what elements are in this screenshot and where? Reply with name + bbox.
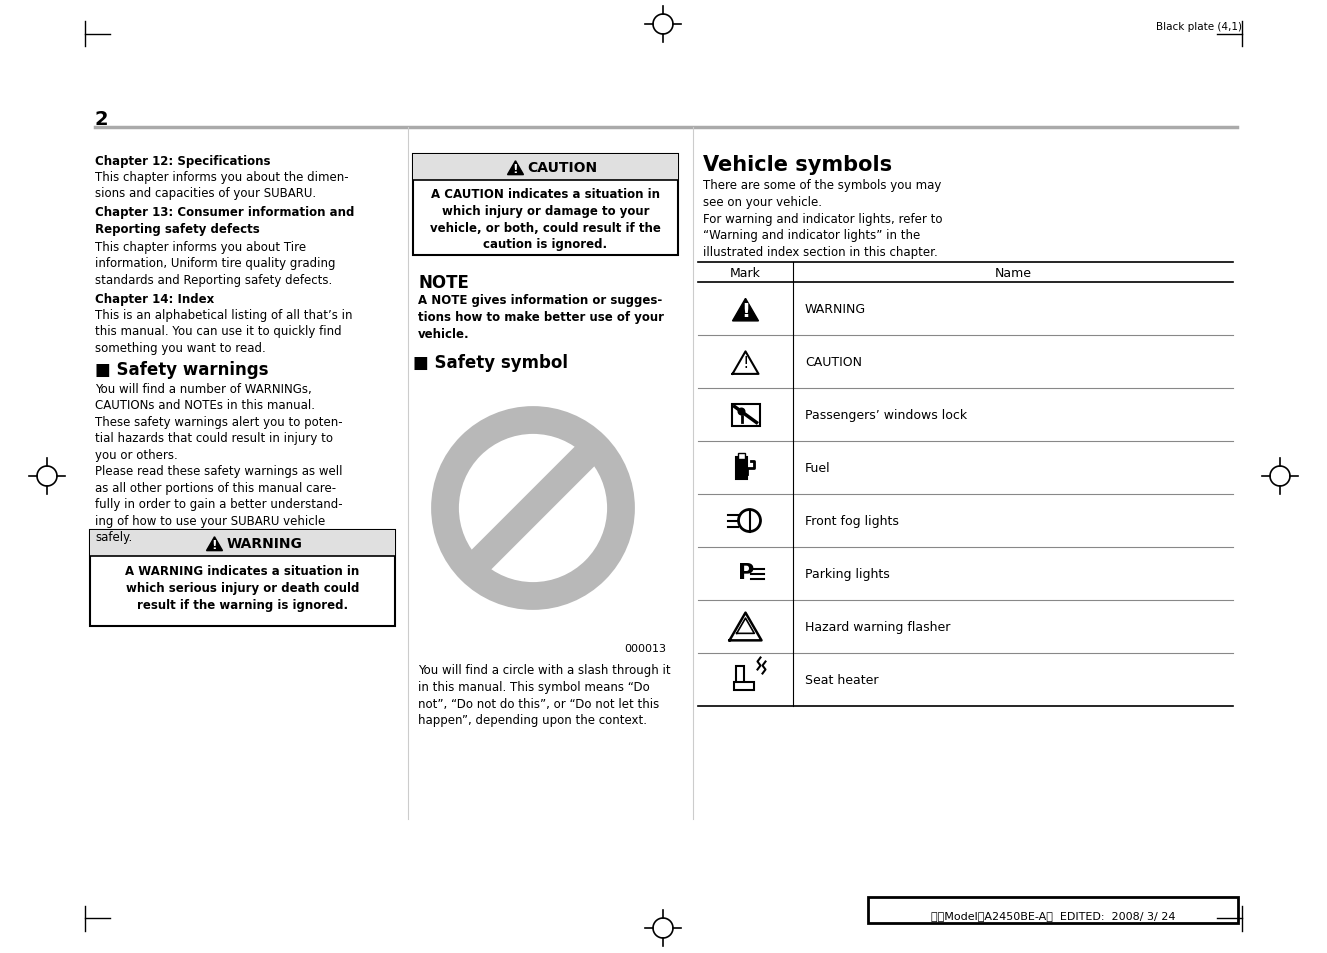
Text: !: ! bbox=[742, 355, 748, 371]
Text: ■ Safety symbol: ■ Safety symbol bbox=[413, 354, 568, 372]
Text: !: ! bbox=[512, 162, 519, 175]
Bar bbox=[868, 897, 1238, 923]
Text: Hazard warning flasher: Hazard warning flasher bbox=[805, 620, 950, 634]
Text: Name: Name bbox=[994, 267, 1031, 280]
Text: NOTE: NOTE bbox=[418, 274, 468, 292]
Text: P: P bbox=[738, 563, 754, 583]
Text: A NOTE gives information or sugges-
tions how to make better use of your
vehicle: A NOTE gives information or sugges- tion… bbox=[418, 294, 664, 340]
Bar bbox=[413, 154, 678, 255]
Text: Chapter 14: Index: Chapter 14: Index bbox=[96, 293, 214, 306]
Text: You will find a number of WARNINGs,
CAUTIONs and NOTEs in this manual.
These saf: You will find a number of WARNINGs, CAUT… bbox=[96, 382, 342, 544]
Text: This is an alphabetical listing of all that’s in
this manual. You can use it to : This is an alphabetical listing of all t… bbox=[96, 309, 353, 355]
Text: WARNING: WARNING bbox=[805, 303, 867, 315]
Text: Passengers’ windows lock: Passengers’ windows lock bbox=[805, 409, 967, 421]
Bar bbox=[731, 404, 759, 426]
Text: 000013: 000013 bbox=[624, 643, 666, 654]
Text: Seat heater: Seat heater bbox=[805, 673, 878, 686]
Text: Fuel: Fuel bbox=[805, 461, 831, 475]
Bar bbox=[90, 531, 395, 626]
Text: 北米Model．A2450BE-A．  EDITED:  2008/ 3/ 24: 北米Model．A2450BE-A． EDITED: 2008/ 3/ 24 bbox=[930, 910, 1176, 920]
Text: You will find a circle with a slash through it
in this manual. This symbol means: You will find a circle with a slash thro… bbox=[418, 663, 670, 726]
Text: There are some of the symbols you may
see on your vehicle.
For warning and indic: There are some of the symbols you may se… bbox=[703, 179, 942, 259]
Text: Vehicle symbols: Vehicle symbols bbox=[703, 154, 892, 174]
Text: CAUTION: CAUTION bbox=[805, 355, 863, 369]
Text: Front fog lights: Front fog lights bbox=[805, 515, 898, 527]
Text: A WARNING indicates a situation in
which serious injury or death could
result if: A WARNING indicates a situation in which… bbox=[125, 564, 360, 612]
Bar bbox=[90, 531, 395, 557]
Text: ■ Safety warnings: ■ Safety warnings bbox=[96, 360, 268, 378]
Text: This chapter informs you about the dimen-
sions and capacities of your SUBARU.: This chapter informs you about the dimen… bbox=[96, 171, 349, 200]
Text: Chapter 12: Specifications: Chapter 12: Specifications bbox=[96, 154, 271, 168]
Text: Parking lights: Parking lights bbox=[805, 567, 889, 580]
Text: A CAUTION indicates a situation in
which injury or damage to your
vehicle, or bo: A CAUTION indicates a situation in which… bbox=[430, 188, 661, 252]
Bar bbox=[735, 666, 743, 684]
Circle shape bbox=[738, 408, 746, 416]
Text: WARNING: WARNING bbox=[227, 537, 303, 551]
Bar bbox=[738, 453, 746, 459]
Text: Mark: Mark bbox=[730, 267, 760, 280]
Bar bbox=[413, 154, 678, 181]
Text: Chapter 13: Consumer information and
Reporting safety defects: Chapter 13: Consumer information and Rep… bbox=[96, 206, 354, 235]
Bar bbox=[735, 457, 747, 479]
Text: !: ! bbox=[740, 301, 750, 320]
Bar bbox=[734, 681, 754, 690]
Text: Black plate (4,1): Black plate (4,1) bbox=[1156, 22, 1242, 32]
Text: !: ! bbox=[212, 538, 218, 551]
Polygon shape bbox=[507, 162, 523, 175]
Polygon shape bbox=[733, 299, 759, 321]
Text: 2: 2 bbox=[96, 110, 109, 129]
Text: CAUTION: CAUTION bbox=[528, 161, 597, 174]
Text: This chapter informs you about Tire
information, Uniform tire quality grading
st: This chapter informs you about Tire info… bbox=[96, 241, 336, 287]
Polygon shape bbox=[207, 537, 223, 551]
